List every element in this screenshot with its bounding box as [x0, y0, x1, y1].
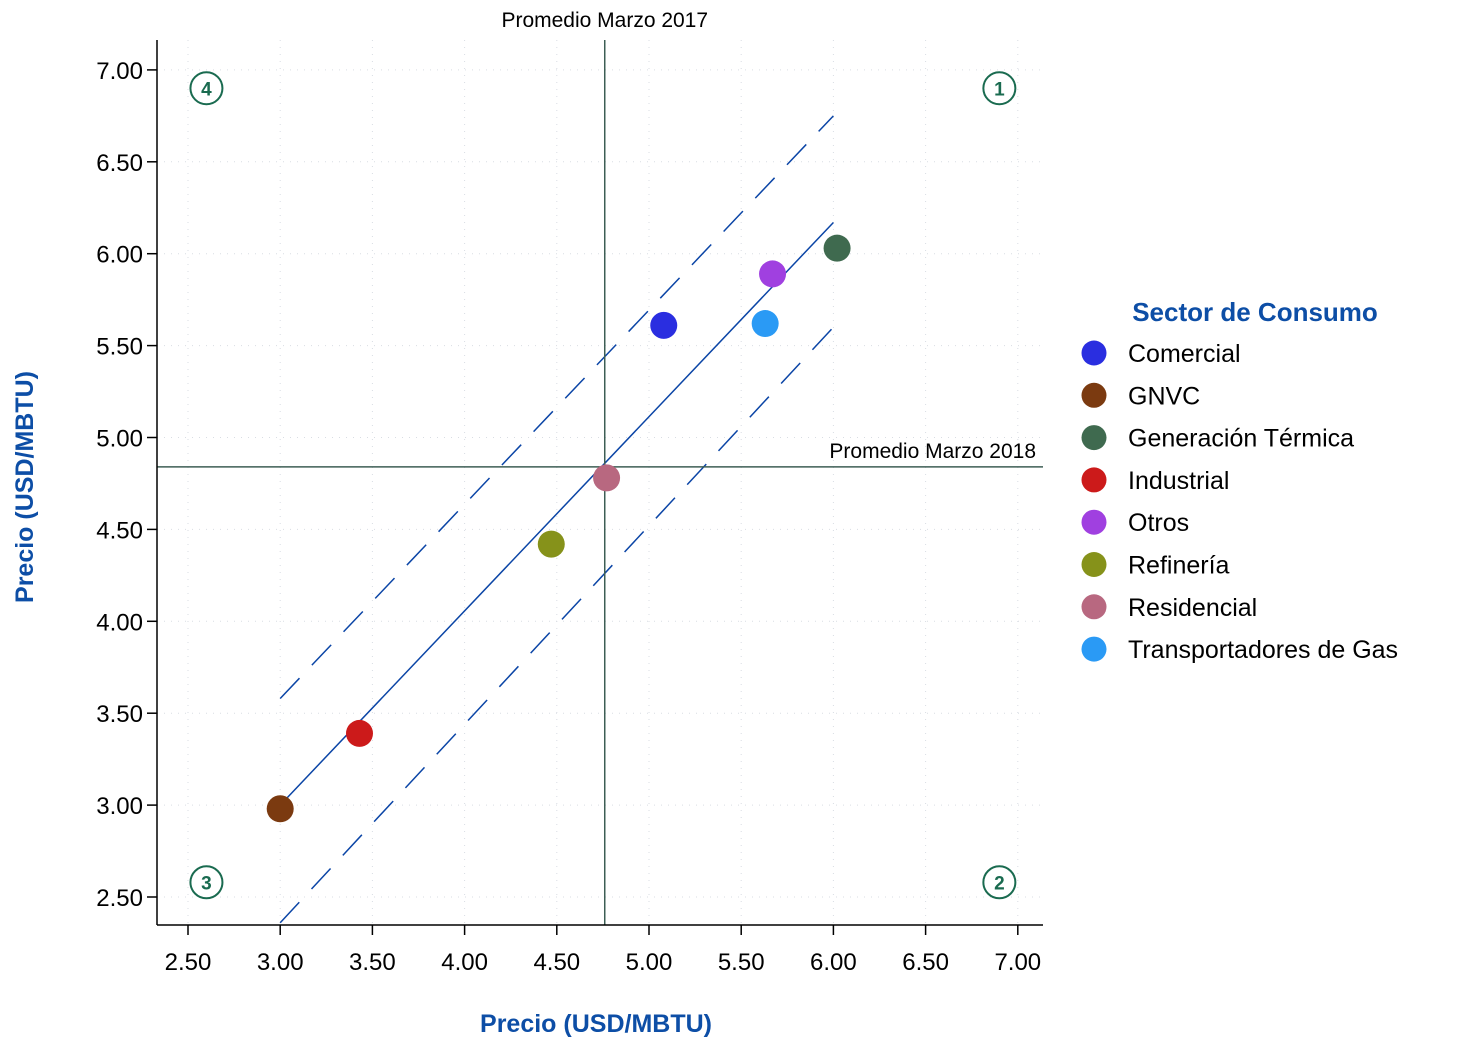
quadrant-circle	[982, 865, 1017, 900]
legend-label: Refinería	[1128, 552, 1230, 580]
legend-marker	[1081, 382, 1107, 408]
y-tick-label: 4.00	[96, 609, 143, 636]
x-tick-label: 3.00	[257, 949, 304, 976]
legend-label: Otros	[1128, 509, 1189, 537]
reference-label-horizontal: Promedio Marzo 2018	[829, 440, 1036, 463]
x-tick-label: 5.50	[718, 949, 765, 976]
data-point	[593, 464, 621, 492]
x-tick-label: 4.00	[441, 949, 488, 976]
quadrant-markers: 1 2 3 4	[189, 71, 1017, 900]
legend-title: Sector de Consumo	[1132, 297, 1378, 327]
legend-label: Transportadores de Gas	[1128, 636, 1398, 664]
y-tick-label: 3.00	[96, 793, 143, 820]
x-tick-label: 6.50	[902, 949, 949, 976]
y-tick-label: 3.50	[96, 701, 143, 728]
x-tick-label: 3.50	[349, 949, 396, 976]
legend-label: Comercial	[1128, 340, 1241, 368]
quadrant-circle	[189, 71, 224, 106]
x-tick-label: 7.00	[994, 949, 1041, 976]
legend-label: Residencial	[1128, 594, 1257, 622]
data-points	[266, 234, 851, 823]
quadrant-label: 1	[994, 79, 1005, 100]
y-tick-label: 5.50	[96, 334, 143, 361]
legend: Sector de Consumo Comercial GNVC Generació…	[1081, 297, 1398, 664]
legend-marker	[1081, 425, 1107, 451]
legend-label: Industrial	[1128, 467, 1229, 495]
y-tick-label: 5.00	[96, 426, 143, 453]
x-tick-label: 2.50	[165, 949, 212, 976]
legend-marker	[1081, 594, 1107, 620]
data-point	[650, 311, 678, 339]
reference-label-vertical: Promedio Marzo 2017	[501, 9, 708, 32]
x-tick-label: 5.00	[626, 949, 673, 976]
legend-marker	[1081, 636, 1107, 662]
data-point	[266, 795, 294, 823]
y-tick-label: 7.00	[96, 58, 143, 85]
y-axis-title: Precio (USD/MBTU)	[11, 371, 39, 603]
data-point	[537, 530, 565, 558]
quadrant-label: 3	[201, 873, 212, 894]
quadrant-label: 2	[994, 873, 1005, 894]
legend-marker	[1081, 467, 1107, 493]
legend-marker	[1081, 340, 1107, 366]
confidence-band	[279, 115, 834, 924]
lower-band-line	[279, 326, 834, 924]
data-point	[345, 719, 373, 747]
x-axis-title: Precio (USD/MBTU)	[480, 1010, 712, 1038]
y-tick-label: 4.50	[96, 517, 143, 544]
legend-marker	[1081, 552, 1107, 577]
quadrant-circle	[982, 71, 1017, 106]
trend-line	[279, 221, 834, 806]
upper-band-line	[279, 115, 834, 700]
data-point	[751, 310, 779, 338]
quadrant-label: 4	[201, 79, 212, 100]
data-point	[759, 260, 787, 288]
y-tick-label: 2.50	[96, 885, 143, 912]
data-point	[823, 234, 851, 262]
x-tick-label: 4.50	[533, 949, 580, 976]
quadrant-circle	[189, 865, 224, 900]
legend-label: GNVC	[1128, 382, 1200, 410]
grid	[157, 40, 1043, 925]
y-tick-label: 6.50	[96, 150, 143, 177]
legend-label: Generación Térmica	[1128, 425, 1354, 453]
legend-marker	[1081, 509, 1107, 535]
y-tick-label: 6.00	[96, 242, 143, 269]
x-tick-label: 6.00	[810, 949, 857, 976]
axes: 2.50 3.00 3.50 4.00 4.50 5.00 5.50 6.00 6.50 7.00…	[96, 40, 1043, 976]
